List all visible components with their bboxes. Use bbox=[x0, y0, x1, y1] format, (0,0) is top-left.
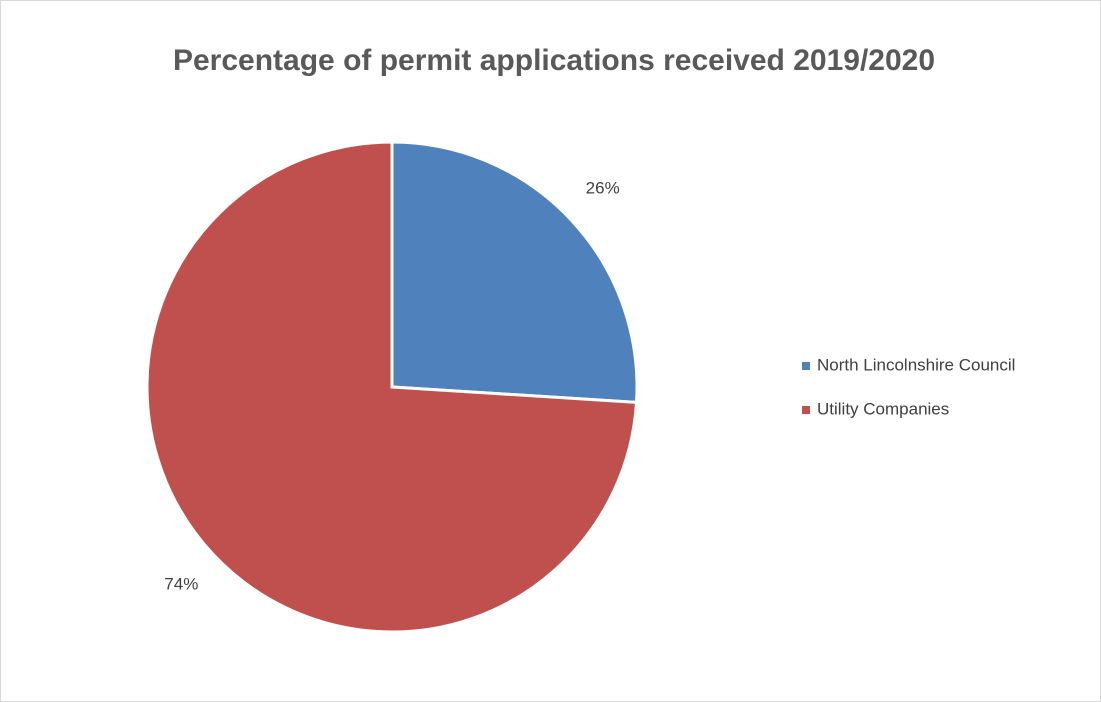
legend-swatch bbox=[802, 406, 810, 414]
legend-label: North Lincolnshire Council bbox=[817, 355, 1015, 374]
legend-swatch bbox=[802, 362, 810, 370]
pie-slice bbox=[145, 140, 639, 634]
chart-title: Percentage of permit applications receiv… bbox=[173, 44, 935, 77]
data-label: 74% bbox=[164, 574, 198, 593]
data-label: 26% bbox=[586, 179, 620, 198]
pie-slice bbox=[390, 140, 639, 404]
legend-label: Utility Companies bbox=[817, 399, 949, 418]
